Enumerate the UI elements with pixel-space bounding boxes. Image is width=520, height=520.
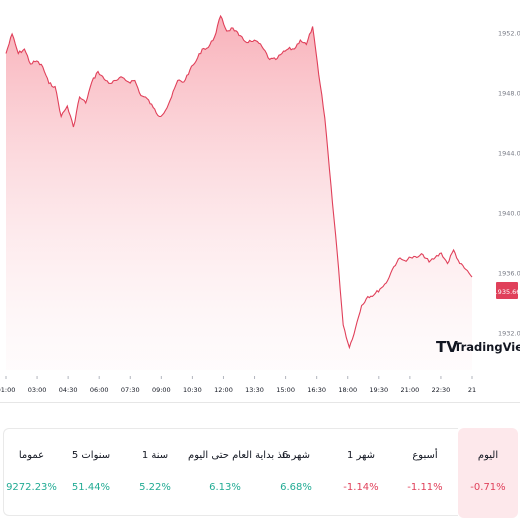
x-tick-label: 07:30 [121, 386, 140, 394]
performance-row: عموما 9272.23% 5 سنوات 51.44% 1 سنة 5.22% منذ … [0, 428, 520, 518]
price-chart[interactable]: 1932.00 1936.00 1940.00 1944.00 1948.00 1952.… [0, 0, 520, 400]
last-price-tag: 1935.66 [494, 282, 520, 299]
x-tick-label: 09:00 [152, 386, 171, 394]
x-tick-label: 06:00 [90, 386, 109, 394]
performance-label: 1 سنة [141, 450, 169, 461]
performance-label: 1 شهر [346, 450, 376, 461]
performance-value: 9272.23% [6, 482, 57, 493]
performance-label: اليوم [477, 450, 499, 461]
last-price-label: 1935.66 [494, 288, 520, 296]
chart-divider [0, 402, 520, 403]
performance-value: -1.11% [407, 482, 443, 493]
performance-cell-2[interactable]: 1 سنة 5.22% [122, 428, 188, 518]
x-tick-label: 16:30 [307, 386, 326, 394]
x-tick-label: 19:30 [369, 386, 388, 394]
price-line [5, 14, 473, 350]
tradingview-watermark: TV TradingView [436, 338, 520, 356]
performance-cell-6[interactable]: أسبوع -1.11% [392, 428, 458, 518]
y-tick-label: 1932.00 [498, 330, 520, 338]
x-tick-label: 13:30 [245, 386, 264, 394]
x-tick-label: 03:00 [28, 386, 47, 394]
performance-label: منذ بداية العام حتى اليوم [188, 450, 291, 461]
performance-label: 6 شهر [281, 450, 311, 461]
x-tick-label: 10:30 [183, 386, 202, 394]
performance-cell-1[interactable]: 5 سنوات 51.44% [60, 428, 122, 518]
performance-value: -0.71% [470, 482, 506, 493]
y-tick-label: 1952.00 [498, 30, 520, 38]
tradingview-logo-icon: TV [436, 338, 458, 356]
watermark-text: TradingView [454, 340, 520, 354]
x-tick-label: 21:00 [400, 386, 419, 394]
y-tick-label: 1940.00 [498, 210, 520, 218]
performance-label: عموما [18, 450, 45, 461]
performance-value: 6.13% [209, 482, 241, 493]
performance-cell-5[interactable]: 1 شهر -1.14% [330, 428, 392, 518]
x-tick-label: 21 [468, 386, 476, 394]
x-tick-label: 12:00 [214, 386, 233, 394]
x-tick-label: 01:00 [0, 386, 15, 394]
performance-value: 6.68% [280, 482, 312, 493]
performance-row-border [3, 428, 458, 516]
y-tick-label: 1944.00 [498, 150, 520, 158]
x-tick-label: 18:00 [338, 386, 357, 394]
performance-cell-3[interactable]: منذ بداية العام حتى اليوم 6.13% [188, 428, 291, 518]
y-axis: 1932.00 1936.00 1940.00 1944.00 1948.00 1952.… [498, 30, 520, 338]
y-tick-label: 1936.00 [498, 270, 520, 278]
performance-cell-0[interactable]: عموما 9272.23% [3, 428, 60, 518]
performance-label: 5 سنوات [71, 450, 111, 461]
performance-cell-7[interactable]: اليوم -0.71% [458, 428, 518, 518]
price-area [6, 16, 472, 370]
performance-value: 5.22% [139, 482, 171, 493]
performance-value: 51.44% [71, 482, 111, 493]
y-tick-label: 1948.00 [498, 90, 520, 98]
x-axis: 01:00 03:00 04:30 06:00 07:30 09:00 10:30 12:00… [0, 376, 476, 394]
x-tick-label: 22:30 [432, 386, 451, 394]
performance-cell-4[interactable]: 6 شهر 6.68% [262, 428, 330, 518]
performance-value: -1.14% [343, 482, 379, 493]
x-tick-label: 04:30 [59, 386, 78, 394]
performance-label: أسبوع [412, 450, 438, 461]
x-tick-label: 15:00 [276, 386, 295, 394]
